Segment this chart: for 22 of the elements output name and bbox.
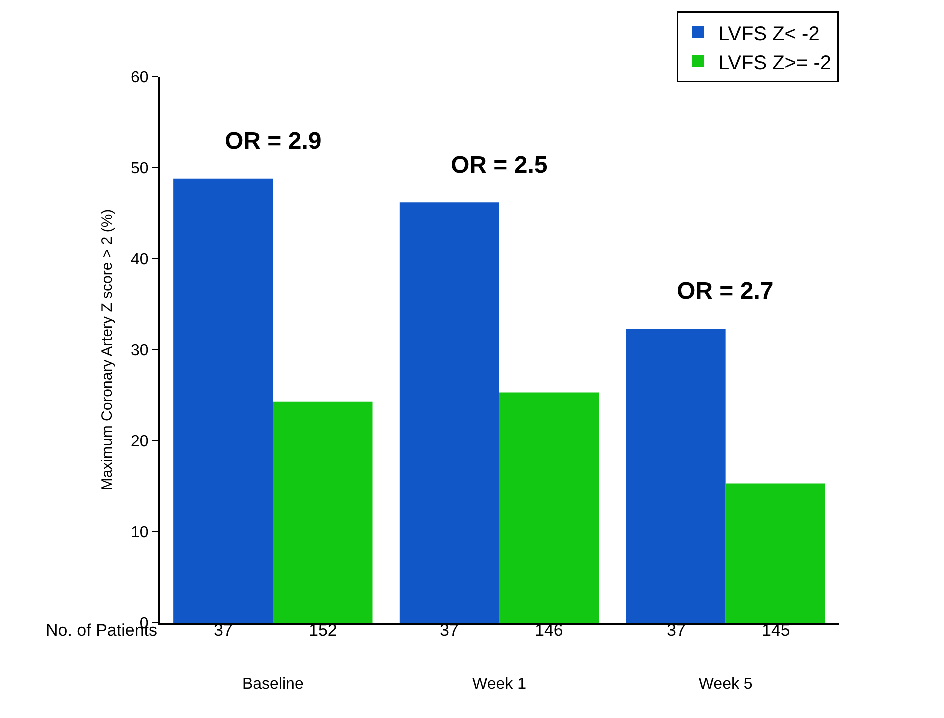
y-tick-label: 50 <box>131 160 149 178</box>
y-tick-label: 10 <box>131 524 149 542</box>
bar <box>400 202 500 623</box>
y-tick-label: 40 <box>131 252 149 269</box>
y-axis-title: Maximum Coronary Artery Z score > 2 (%) <box>98 209 116 491</box>
x-tick-label: Week 5 <box>698 676 753 694</box>
annotation: 146 <box>535 621 564 640</box>
annotation: OR = 2.9 <box>225 128 322 155</box>
bar <box>626 329 726 623</box>
y-tick-label: 30 <box>131 342 149 360</box>
bar <box>726 484 826 623</box>
bar <box>174 178 274 623</box>
x-tick-label: Week 1 <box>472 676 527 694</box>
y-tick-label: 20 <box>131 434 149 451</box>
bar <box>273 402 373 623</box>
annotation: OR = 2.7 <box>677 278 774 305</box>
legend-label: LVFS Z>= -2 <box>718 52 832 74</box>
y-tick-label: 60 <box>131 70 149 87</box>
annotation: OR = 2.5 <box>451 152 548 179</box>
legend-label: LVFS Z< -2 <box>718 23 820 46</box>
x-tick-label: Baseline <box>242 676 304 694</box>
bar <box>500 392 600 623</box>
